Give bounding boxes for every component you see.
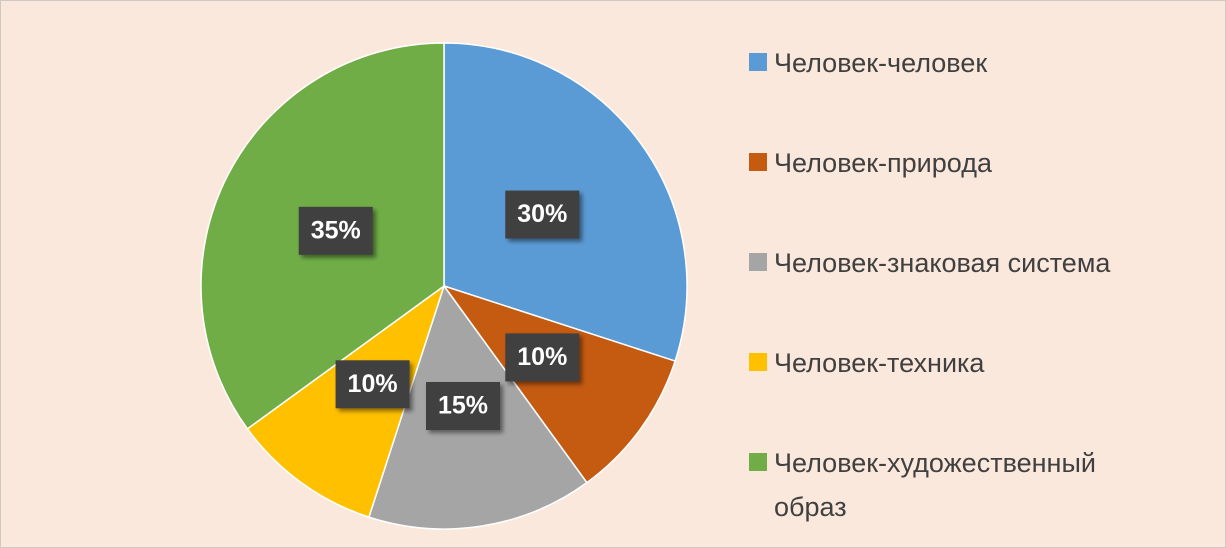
legend-swatch: [749, 353, 767, 371]
data-label: 35%: [311, 216, 361, 244]
legend-label: Человек-знаковая система: [774, 248, 1111, 278]
legend-label: Человек-природа: [774, 148, 992, 178]
legend-label: Человек-человек: [774, 48, 988, 78]
label-box: [505, 333, 580, 382]
pie-slice: [442, 284, 677, 484]
legend-label: Человек-техника: [774, 348, 985, 378]
data-label: 10%: [348, 370, 398, 398]
legend-swatch: [749, 253, 767, 271]
legend-swatch: [749, 53, 767, 71]
legend-swatch: [749, 453, 767, 471]
label-box: [426, 382, 501, 431]
legend-swatch: [749, 153, 767, 171]
label-box: [505, 190, 580, 239]
legend-label: Человек-художественный образ: [774, 448, 1096, 522]
data-label: 10%: [517, 343, 567, 371]
data-label: 15%: [438, 392, 488, 420]
label-box: [335, 360, 410, 409]
data-label: 30%: [517, 200, 567, 228]
label-box: [298, 206, 373, 255]
